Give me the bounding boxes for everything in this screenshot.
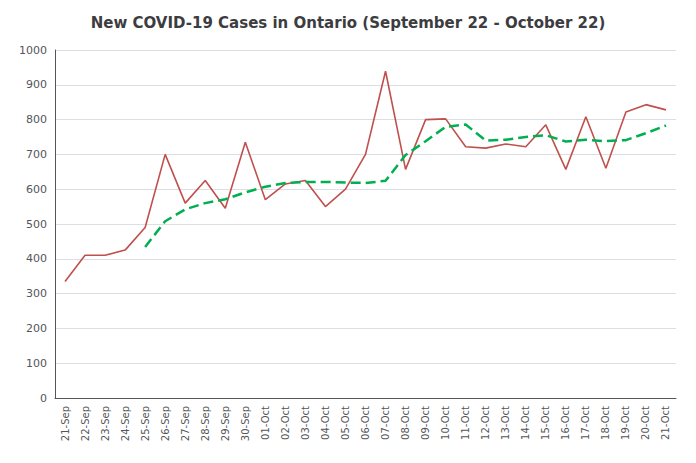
- svg-text:15-Oct: 15-Oct: [540, 406, 551, 440]
- svg-text:03-Oct: 03-Oct: [300, 406, 311, 440]
- svg-text:06-Oct: 06-Oct: [360, 406, 371, 440]
- svg-text:04-Oct: 04-Oct: [320, 406, 331, 440]
- svg-text:800: 800: [26, 113, 47, 126]
- svg-text:700: 700: [26, 148, 47, 161]
- svg-text:29-Sep: 29-Sep: [220, 406, 231, 441]
- svg-text:19-Oct: 19-Oct: [620, 406, 631, 440]
- svg-text:13-Oct: 13-Oct: [500, 406, 511, 440]
- svg-text:11-Oct: 11-Oct: [460, 406, 471, 440]
- svg-text:17-Oct: 17-Oct: [580, 406, 591, 440]
- svg-text:23-Sep: 23-Sep: [100, 406, 111, 441]
- svg-text:500: 500: [26, 218, 47, 231]
- svg-text:21-Oct: 21-Oct: [660, 406, 671, 440]
- svg-text:24-Sep: 24-Sep: [120, 406, 131, 441]
- svg-text:600: 600: [26, 183, 47, 196]
- svg-text:18-Oct: 18-Oct: [600, 406, 611, 440]
- svg-text:27-Sep: 27-Sep: [180, 406, 191, 441]
- svg-text:200: 200: [26, 322, 47, 335]
- svg-text:100: 100: [26, 357, 47, 370]
- svg-text:25-Sep: 25-Sep: [140, 406, 151, 441]
- svg-text:20-Oct: 20-Oct: [640, 406, 651, 440]
- svg-text:400: 400: [26, 252, 47, 265]
- svg-text:28-Sep: 28-Sep: [200, 406, 211, 441]
- svg-text:26-Sep: 26-Sep: [160, 406, 171, 441]
- svg-text:08-Oct: 08-Oct: [400, 406, 411, 440]
- svg-text:05-Oct: 05-Oct: [340, 406, 351, 440]
- svg-text:900: 900: [26, 78, 47, 91]
- svg-text:01-Oct: 01-Oct: [260, 406, 271, 440]
- svg-text:30-Sep: 30-Sep: [240, 406, 251, 441]
- svg-text:22-Sep: 22-Sep: [80, 406, 91, 441]
- svg-text:07-Oct: 07-Oct: [380, 406, 391, 440]
- svg-text:10-Oct: 10-Oct: [440, 406, 451, 440]
- svg-text:21-Sep: 21-Sep: [60, 406, 71, 441]
- svg-text:300: 300: [26, 287, 47, 300]
- svg-text:New COVID-19 Cases in Ontario: New COVID-19 Cases in Ontario (September…: [91, 14, 606, 32]
- svg-text:12-Oct: 12-Oct: [480, 406, 491, 440]
- svg-text:0: 0: [40, 392, 47, 405]
- svg-text:09-Oct: 09-Oct: [420, 406, 431, 440]
- svg-text:16-Oct: 16-Oct: [560, 406, 571, 440]
- svg-text:1000: 1000: [19, 44, 47, 57]
- svg-text:02-Oct: 02-Oct: [280, 406, 291, 440]
- svg-text:14-Oct: 14-Oct: [520, 406, 531, 440]
